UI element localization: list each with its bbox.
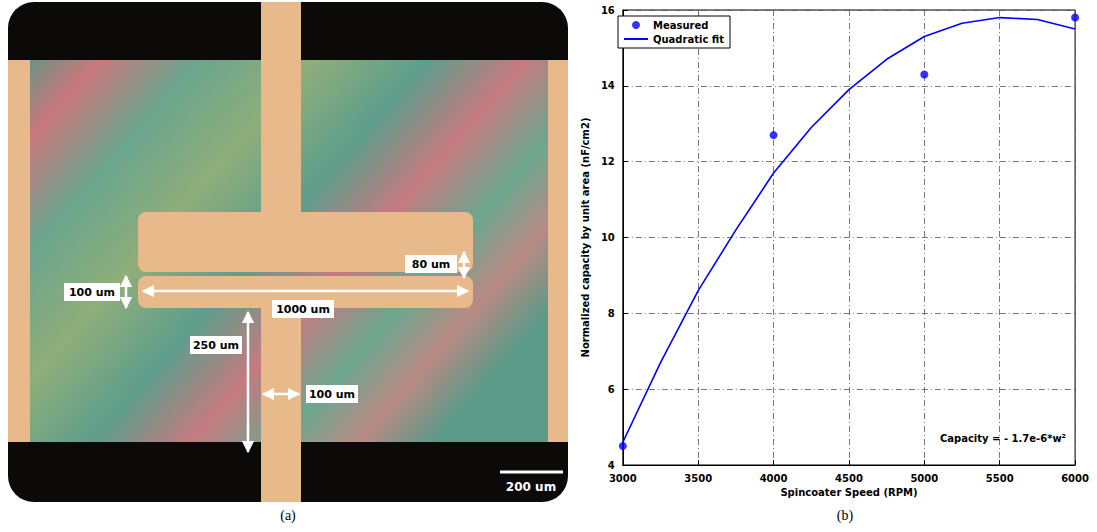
html-text:(b): (b)	[836, 508, 854, 523]
svg-text:Capacity = - 1.7e-6*w²: Capacity = - 1.7e-6*w²	[940, 433, 1066, 444]
svg-text:1000 um: 1000 um	[276, 303, 330, 316]
svg-text:Quadratic fit: Quadratic fit	[653, 34, 724, 45]
svg-text:10: 10	[601, 232, 615, 243]
svg-text:4000: 4000	[760, 473, 788, 484]
svg-text:4: 4	[608, 460, 615, 471]
svg-text:5500: 5500	[986, 473, 1014, 484]
svg-text:250 um: 250 um	[193, 339, 239, 352]
svg-text:80 um: 80 um	[412, 258, 450, 271]
svg-text:4500: 4500	[835, 473, 863, 484]
svg-text:6: 6	[608, 384, 615, 395]
svg-text:14: 14	[601, 80, 615, 91]
svg-text:8: 8	[608, 308, 615, 319]
svg-text:5000: 5000	[910, 473, 938, 484]
svg-text:Normalized capacity by unit ar: Normalized capacity by unit area (nF/cm2…	[580, 118, 591, 358]
svg-text:Measured: Measured	[653, 20, 708, 31]
svg-text:100 um: 100 um	[309, 388, 355, 401]
svg-text:6000: 6000	[1061, 473, 1089, 484]
svg-text:200 um: 200 um	[506, 480, 556, 494]
svg-text:100 um: 100 um	[69, 286, 115, 299]
svg-text:3000: 3000	[609, 473, 637, 484]
svg-text:Spincoater Speed (RPM): Spincoater Speed (RPM)	[780, 487, 917, 498]
svg-text:16: 16	[601, 5, 615, 16]
html-text:(a): (a)	[280, 508, 296, 523]
svg-text:3500: 3500	[684, 473, 712, 484]
svg-text:12: 12	[601, 156, 615, 167]
